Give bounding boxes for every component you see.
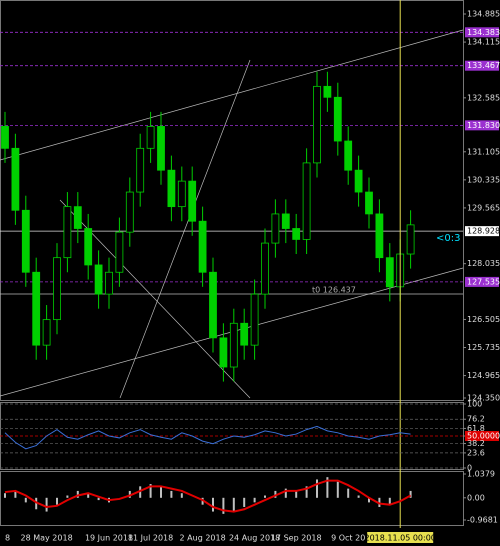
x-tick-label: 2 Aug 2018 <box>180 534 226 543</box>
x-tick-label: 11 Jul 2018 <box>128 534 173 543</box>
y-tick-label: 1.0379 <box>467 470 495 479</box>
level-label-box <box>465 60 499 71</box>
cursor-label-box <box>367 532 434 543</box>
candle-body <box>209 271 217 339</box>
candle-body <box>94 264 103 295</box>
x-tick-label: 28 May 2018 <box>21 534 73 543</box>
candle-body <box>21 209 30 273</box>
candle-body <box>271 213 280 244</box>
candle-body <box>250 293 259 346</box>
level-label: 127.535 <box>467 277 500 286</box>
signal-line <box>4 479 412 513</box>
candle-body <box>323 85 332 98</box>
candle-body <box>281 213 290 229</box>
y-tick-label: 132.585 <box>467 93 500 102</box>
candle-body <box>84 228 93 266</box>
candle-body <box>105 271 113 295</box>
candle-body <box>1 126 9 149</box>
y-tick-label: 0 <box>467 464 472 473</box>
y-tick-label: 130.335 <box>467 175 500 184</box>
y-tick-label: 38.2 <box>467 439 485 448</box>
x-tick-label: 9 Oct 20 <box>331 534 365 543</box>
y-tick-label: 134.885 <box>467 10 500 19</box>
cursor-label: 2018.11.05 00:00 <box>364 534 435 543</box>
candle-body <box>146 126 155 149</box>
annotation: t0 126.437 <box>312 286 356 295</box>
candle-body <box>354 169 363 193</box>
candle-body <box>136 147 145 193</box>
candle-body <box>73 206 82 229</box>
candle-body <box>292 228 301 240</box>
y-tick-label: 131.105 <box>467 147 500 156</box>
candle-body <box>229 322 238 368</box>
candle-body <box>261 242 269 295</box>
candle-body <box>406 224 415 255</box>
y-tick-label: 126.505 <box>467 315 500 324</box>
y-tick-label: 100 <box>467 400 482 409</box>
level-label-box <box>465 431 499 441</box>
y-tick-label: 128.035 <box>467 259 500 268</box>
y-tick-label: 0.00 <box>467 493 485 502</box>
level-label: 131.830 <box>467 121 500 130</box>
candle-body <box>177 180 186 208</box>
candle-body <box>63 206 72 259</box>
candle-body <box>240 322 249 346</box>
candle-body <box>157 126 165 171</box>
y-tick-label: 61.8 <box>467 424 485 433</box>
y-tick-label: 124.350 <box>467 394 500 403</box>
oscillator-line <box>4 425 411 450</box>
candle-body <box>198 220 207 273</box>
candle-body <box>365 191 373 215</box>
level-label: 134.383 <box>467 28 500 37</box>
y-tick-label: 76.2 <box>467 415 485 424</box>
x-tick-label: 8 <box>5 534 10 543</box>
candle-body <box>219 337 228 368</box>
y-tick-label: 124.965 <box>467 371 500 380</box>
trendline <box>0 29 464 161</box>
level-label-box <box>465 120 499 131</box>
x-tick-label: 24 Aug 2018 <box>229 534 280 543</box>
candle-body <box>302 162 311 240</box>
candle-body <box>313 85 321 164</box>
price-label-box <box>465 226 499 237</box>
candle-body <box>42 319 51 346</box>
candle-body <box>115 231 124 273</box>
candle-body <box>188 180 197 222</box>
annotation: <0:3 <box>436 233 460 244</box>
candle-body <box>11 147 20 211</box>
candle-body <box>344 140 353 171</box>
y-tick-label: 23.6 <box>467 448 485 457</box>
y-tick-label: 134.115 <box>467 38 500 47</box>
level-label-box <box>465 276 499 287</box>
level-label: 133.467 <box>467 61 500 70</box>
y-tick-label: 125.735 <box>467 343 500 352</box>
macd-pane <box>0 471 464 526</box>
candle-body <box>32 271 41 346</box>
candle-body <box>167 169 176 208</box>
trendline <box>119 59 251 399</box>
level-label-box <box>465 27 499 38</box>
y-tick-label: 129.565 <box>467 203 500 212</box>
candle-body <box>375 213 384 259</box>
main-pane <box>0 0 464 401</box>
y-tick-label: -0.9681 <box>467 516 498 525</box>
x-tick-label: 19 Jun 2018 <box>85 534 133 543</box>
candle-body <box>385 257 394 288</box>
price-label: 128.928 <box>467 227 500 236</box>
candle-body <box>333 96 342 142</box>
x-tick-label: 17 Sep 2018 <box>271 534 322 543</box>
y-tick-label: 50.0000 <box>467 432 500 441</box>
candle-body <box>53 257 61 321</box>
candle-body <box>125 191 134 233</box>
